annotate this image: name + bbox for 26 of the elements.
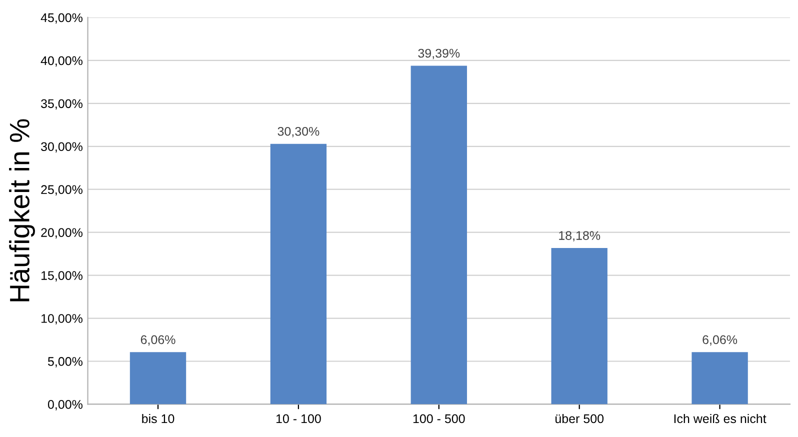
x-tick-label: Ich weiß es nicht bbox=[674, 414, 766, 424]
y-tick-label: 5,00% bbox=[48, 357, 82, 368]
y-tick-label: 45,00% bbox=[40, 13, 82, 24]
y-tick-label: 30,00% bbox=[41, 142, 82, 153]
y-tick-label: 10,00% bbox=[41, 314, 82, 324]
y-tick-label: 35,00% bbox=[41, 99, 82, 110]
bar bbox=[410, 66, 467, 404]
bar bbox=[692, 352, 748, 404]
data-label: 30,30% bbox=[278, 126, 320, 138]
y-axis-title: Häufigkeit in % bbox=[9, 119, 35, 302]
y-tick-label: 15,00% bbox=[41, 271, 82, 282]
bar bbox=[551, 248, 608, 404]
x-tick-label: bis 10 bbox=[142, 414, 174, 424]
x-tick-label: 10 - 100 bbox=[276, 414, 321, 424]
data-label: 18,18% bbox=[559, 231, 600, 242]
data-label: 6,06% bbox=[702, 335, 738, 346]
x-tick-label: über 500 bbox=[556, 414, 604, 424]
data-label: 6,06% bbox=[140, 335, 176, 346]
x-tick-label: 100 - 500 bbox=[413, 414, 465, 424]
y-tick-label: 20,00% bbox=[41, 228, 82, 238]
y-tick-label: 0,00% bbox=[48, 400, 82, 410]
bar bbox=[130, 352, 186, 404]
y-tick-label: 25,00% bbox=[41, 185, 82, 196]
data-label: 39,39% bbox=[418, 48, 460, 60]
bar bbox=[270, 144, 327, 404]
y-tick-label: 40,00% bbox=[40, 56, 82, 67]
